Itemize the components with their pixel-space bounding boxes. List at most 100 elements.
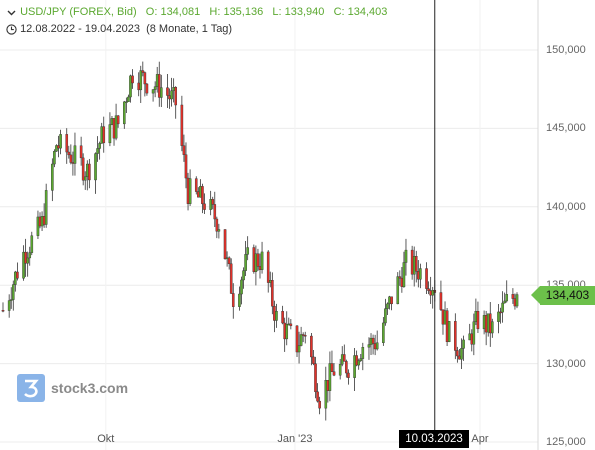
candle-down bbox=[182, 145, 186, 155]
candle-down bbox=[476, 310, 480, 330]
candle-up bbox=[515, 294, 519, 307]
candle-up bbox=[359, 358, 363, 361]
candle-up bbox=[382, 322, 385, 343]
candle-down bbox=[67, 151, 71, 156]
candle-up bbox=[324, 380, 328, 409]
candle-down bbox=[427, 288, 430, 291]
candle-up bbox=[367, 344, 371, 348]
y-tick-label: 125,000 bbox=[546, 436, 586, 448]
candle-up bbox=[246, 247, 249, 255]
candle-down bbox=[227, 257, 231, 265]
candle-up bbox=[153, 86, 157, 90]
candle-down bbox=[229, 263, 233, 294]
date-range-row: 12.08.2022 - 19.04.2023 (8 Monate, 1 Tag… bbox=[6, 23, 232, 35]
candle-up bbox=[44, 190, 48, 225]
candle-up bbox=[125, 101, 128, 103]
candle-up bbox=[404, 249, 408, 263]
candle-down bbox=[131, 75, 134, 84]
candle-up bbox=[505, 294, 509, 302]
candle-down bbox=[347, 372, 350, 378]
candle-down bbox=[1, 310, 5, 312]
candle-down bbox=[157, 74, 161, 98]
clock-icon bbox=[6, 23, 17, 35]
candle-down bbox=[390, 296, 393, 305]
low-value: L: 133,940 bbox=[272, 6, 325, 18]
candle-up bbox=[361, 347, 365, 359]
y-tick-label: 130,000 bbox=[546, 357, 586, 370]
candle-down bbox=[65, 134, 69, 153]
candle-down bbox=[194, 178, 198, 192]
candle-down bbox=[81, 157, 85, 181]
candle-down bbox=[330, 363, 334, 372]
candle-up bbox=[30, 235, 34, 253]
instrument-title: USD/JPY (FOREX, Bid) bbox=[20, 6, 137, 18]
candle-up bbox=[353, 355, 356, 378]
high-value: H: 135,136 bbox=[209, 6, 264, 18]
candle-down bbox=[203, 203, 206, 210]
candle-down bbox=[166, 87, 169, 96]
candle-up bbox=[7, 300, 11, 311]
grid-lines bbox=[0, 0, 538, 450]
candle-down bbox=[310, 335, 313, 358]
candle-down bbox=[24, 251, 27, 264]
candle-down bbox=[211, 199, 215, 205]
candle-up bbox=[53, 150, 56, 165]
candle-up bbox=[242, 270, 245, 281]
candle-up bbox=[402, 262, 406, 287]
candle-down bbox=[316, 391, 319, 402]
candle-up bbox=[462, 339, 465, 349]
y-tick-label: 145,000 bbox=[546, 122, 586, 135]
candle-up bbox=[36, 216, 40, 236]
candle-up bbox=[338, 363, 342, 376]
candle-up bbox=[275, 311, 278, 321]
candle-up bbox=[497, 311, 500, 322]
candle-up bbox=[386, 303, 389, 309]
chevron-icon[interactable] bbox=[6, 7, 17, 18]
candle-down bbox=[425, 268, 428, 289]
candle-up bbox=[260, 251, 264, 270]
y-tick-label: 140,000 bbox=[546, 200, 586, 213]
candle-down bbox=[184, 154, 188, 179]
x-tick-label: Okt bbox=[97, 433, 115, 445]
candle-down bbox=[256, 253, 260, 267]
candle-down bbox=[141, 70, 145, 73]
candle-up bbox=[9, 299, 13, 301]
candle-up bbox=[170, 90, 173, 100]
candle-down bbox=[414, 256, 418, 272]
candle-up bbox=[244, 254, 247, 271]
candle-down bbox=[371, 337, 375, 344]
candle-down bbox=[345, 361, 348, 374]
close-value: C: 134,403 bbox=[333, 6, 388, 18]
candle-up bbox=[73, 145, 77, 164]
candle-down bbox=[312, 356, 315, 364]
y-tick-label: 150,000 bbox=[546, 44, 586, 56]
candle-up bbox=[108, 124, 112, 144]
open-value: O: 134,081 bbox=[145, 6, 201, 18]
candle-up bbox=[11, 284, 15, 300]
candle-up bbox=[160, 87, 163, 98]
candle-down bbox=[215, 218, 219, 232]
chart-header: USD/JPY (FOREX, Bid) O: 134,081 H: 135,1… bbox=[6, 6, 387, 18]
candle-up bbox=[139, 70, 143, 91]
candle-up bbox=[297, 345, 301, 353]
candle-up bbox=[129, 75, 132, 98]
candle-down bbox=[456, 350, 459, 357]
candle-up bbox=[96, 148, 99, 154]
candle-down bbox=[289, 323, 293, 327]
candle-down bbox=[303, 335, 307, 337]
x-tick-label: Apr bbox=[471, 433, 489, 445]
candle-down bbox=[342, 354, 346, 362]
candle-down bbox=[332, 371, 336, 376]
candle-down bbox=[266, 251, 270, 283]
candle-up bbox=[59, 134, 62, 149]
candle-up bbox=[328, 363, 332, 391]
last-price-badge: 134,403 bbox=[531, 286, 595, 305]
candle-down bbox=[231, 293, 235, 307]
x-tick-label: Jan '23 bbox=[277, 433, 313, 445]
candle-up bbox=[22, 251, 25, 279]
date-range: 12.08.2022 - 19.04.2023 bbox=[20, 23, 140, 35]
candle-down bbox=[201, 186, 204, 205]
candle-up bbox=[98, 143, 101, 149]
candle-down bbox=[314, 363, 317, 393]
candle-down bbox=[16, 271, 19, 279]
